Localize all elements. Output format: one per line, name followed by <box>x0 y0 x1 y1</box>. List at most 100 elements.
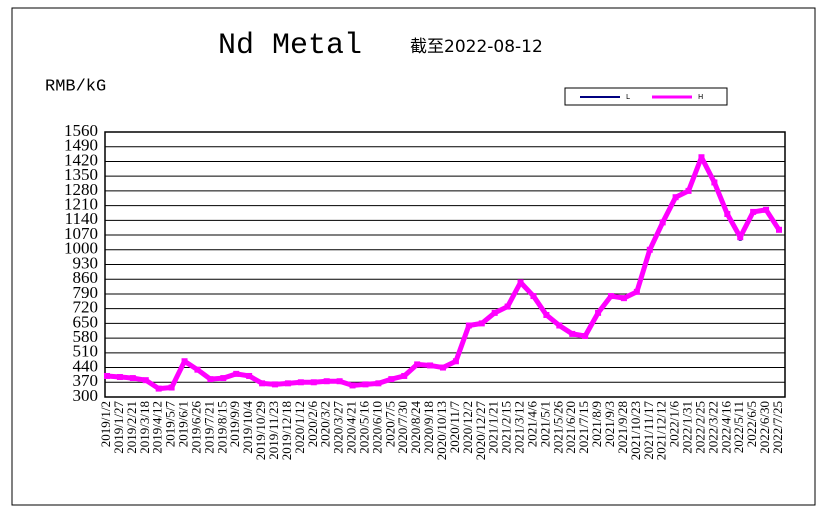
x-tick-label: 2022/4/16 <box>718 401 733 454</box>
legend-label: H <box>698 93 703 101</box>
y-tick-label: 1350 <box>64 165 98 184</box>
x-tick-label: 2019/1/27 <box>111 401 126 454</box>
x-tick-label: 2020/8/24 <box>408 401 423 454</box>
x-tick-label: 2020/6/10 <box>369 401 384 454</box>
data-point <box>595 309 602 316</box>
data-point <box>220 375 227 382</box>
data-point <box>517 279 524 286</box>
data-point <box>104 372 110 379</box>
data-point <box>272 381 278 388</box>
data-point <box>440 364 446 371</box>
data-point <box>543 311 550 318</box>
y-tick-label: 1280 <box>64 180 98 199</box>
y-tick-label: 1420 <box>64 150 98 169</box>
data-point <box>414 361 421 368</box>
data-point <box>155 385 162 392</box>
data-point <box>427 362 434 369</box>
data-point <box>336 378 343 385</box>
y-tick-label: 720 <box>73 298 99 317</box>
data-point <box>582 333 589 340</box>
legend-box <box>564 87 728 106</box>
y-tick-label: 1070 <box>64 224 98 243</box>
y-tick-label: 440 <box>73 356 99 375</box>
data-point <box>310 379 317 386</box>
x-tick-label: 2020/10/13 <box>434 401 449 460</box>
y-tick-label: 300 <box>73 386 99 405</box>
data-point <box>362 381 369 388</box>
data-point <box>698 154 705 161</box>
x-tick-label: 2022/2/25 <box>692 401 707 454</box>
data-point <box>478 320 485 327</box>
data-point <box>246 372 253 379</box>
legend-label: L <box>626 93 630 101</box>
data-point <box>620 295 627 302</box>
x-tick-label: 2021/9/28 <box>615 401 630 454</box>
x-tick-label: 2019/9/9 <box>227 401 242 447</box>
data-point <box>233 370 240 377</box>
data-point <box>763 206 770 213</box>
x-tick-label: 2021/11/17 <box>641 401 656 460</box>
x-tick-label: 2021/3/12 <box>512 401 527 454</box>
x-tick-label: 2021/5/1 <box>537 401 552 447</box>
y-tick-label: 930 <box>73 253 99 272</box>
data-point <box>672 194 679 201</box>
data-point <box>297 379 304 386</box>
data-point <box>142 377 149 384</box>
data-point <box>776 226 782 233</box>
chart-title: Nd Metal <box>218 29 362 63</box>
x-tick-label: 2021/6/20 <box>563 401 578 454</box>
x-tick-label: 2020/4/21 <box>344 401 359 454</box>
x-tick-label: 2020/5/16 <box>356 401 371 454</box>
x-tick-label: 2020/3/2 <box>318 401 333 447</box>
y-tick-label: 510 <box>73 342 99 361</box>
x-tick-label: 2019/6/1 <box>176 401 191 447</box>
x-tick-label: 2022/7/25 <box>770 401 785 454</box>
x-tick-label: 2020/12/2 <box>460 401 475 454</box>
data-point <box>323 378 330 385</box>
data-point <box>530 293 537 300</box>
x-tick-label: 2020/7/5 <box>382 401 397 447</box>
chart-subtitle: 截至2022-08-12 <box>410 37 543 57</box>
x-tick-label: 2021/5/26 <box>550 401 565 454</box>
x-tick-label: 2021/9/3 <box>602 401 617 447</box>
x-tick-label: 2019/10/29 <box>253 401 268 460</box>
data-point <box>685 187 692 194</box>
y-tick-label: 1000 <box>64 239 98 258</box>
x-tick-label: 2019/2/21 <box>124 401 139 454</box>
data-point <box>116 374 123 381</box>
x-tick-label: 2021/8/9 <box>589 401 604 447</box>
y-tick-label: 860 <box>73 268 99 287</box>
x-tick-label: 2019/6/26 <box>188 401 203 454</box>
data-point <box>259 380 266 387</box>
x-tick-label: 2019/11/23 <box>266 401 281 460</box>
x-tick-label: 2020/9/18 <box>421 401 436 454</box>
x-tick-label: 2022/3/22 <box>705 401 720 454</box>
x-tick-label: 2021/10/23 <box>628 401 643 460</box>
data-point <box>401 372 408 379</box>
data-point <box>659 219 666 226</box>
data-point <box>129 375 136 382</box>
x-tick-label: 2019/3/18 <box>137 401 152 454</box>
data-point <box>465 322 472 329</box>
x-tick-label: 2019/5/7 <box>163 401 178 448</box>
x-tick-label: 2021/4/6 <box>524 401 539 448</box>
y-tick-label: 650 <box>73 312 99 331</box>
data-point <box>349 382 356 389</box>
x-tick-label: 2021/7/15 <box>576 401 591 454</box>
y-tick-label: 370 <box>73 371 99 390</box>
x-tick-label: 2019/10/4 <box>240 401 255 454</box>
x-tick-label: 2022/6/30 <box>757 401 772 454</box>
x-tick-label: 2019/12/18 <box>279 401 294 460</box>
y-axis-label: RMB/kG <box>45 77 106 96</box>
y-tick-label: 1560 <box>64 121 98 140</box>
data-point <box>452 358 459 365</box>
x-tick-label: 2020/3/27 <box>331 401 346 454</box>
x-tick-label: 2020/12/27 <box>473 401 488 461</box>
x-tick-label: 2020/1/12 <box>292 401 307 454</box>
data-point <box>569 330 576 337</box>
x-tick-label: 2022/5/11 <box>731 401 746 453</box>
data-point <box>194 366 201 373</box>
y-tick-label: 1490 <box>64 136 98 155</box>
data-point <box>737 234 744 241</box>
